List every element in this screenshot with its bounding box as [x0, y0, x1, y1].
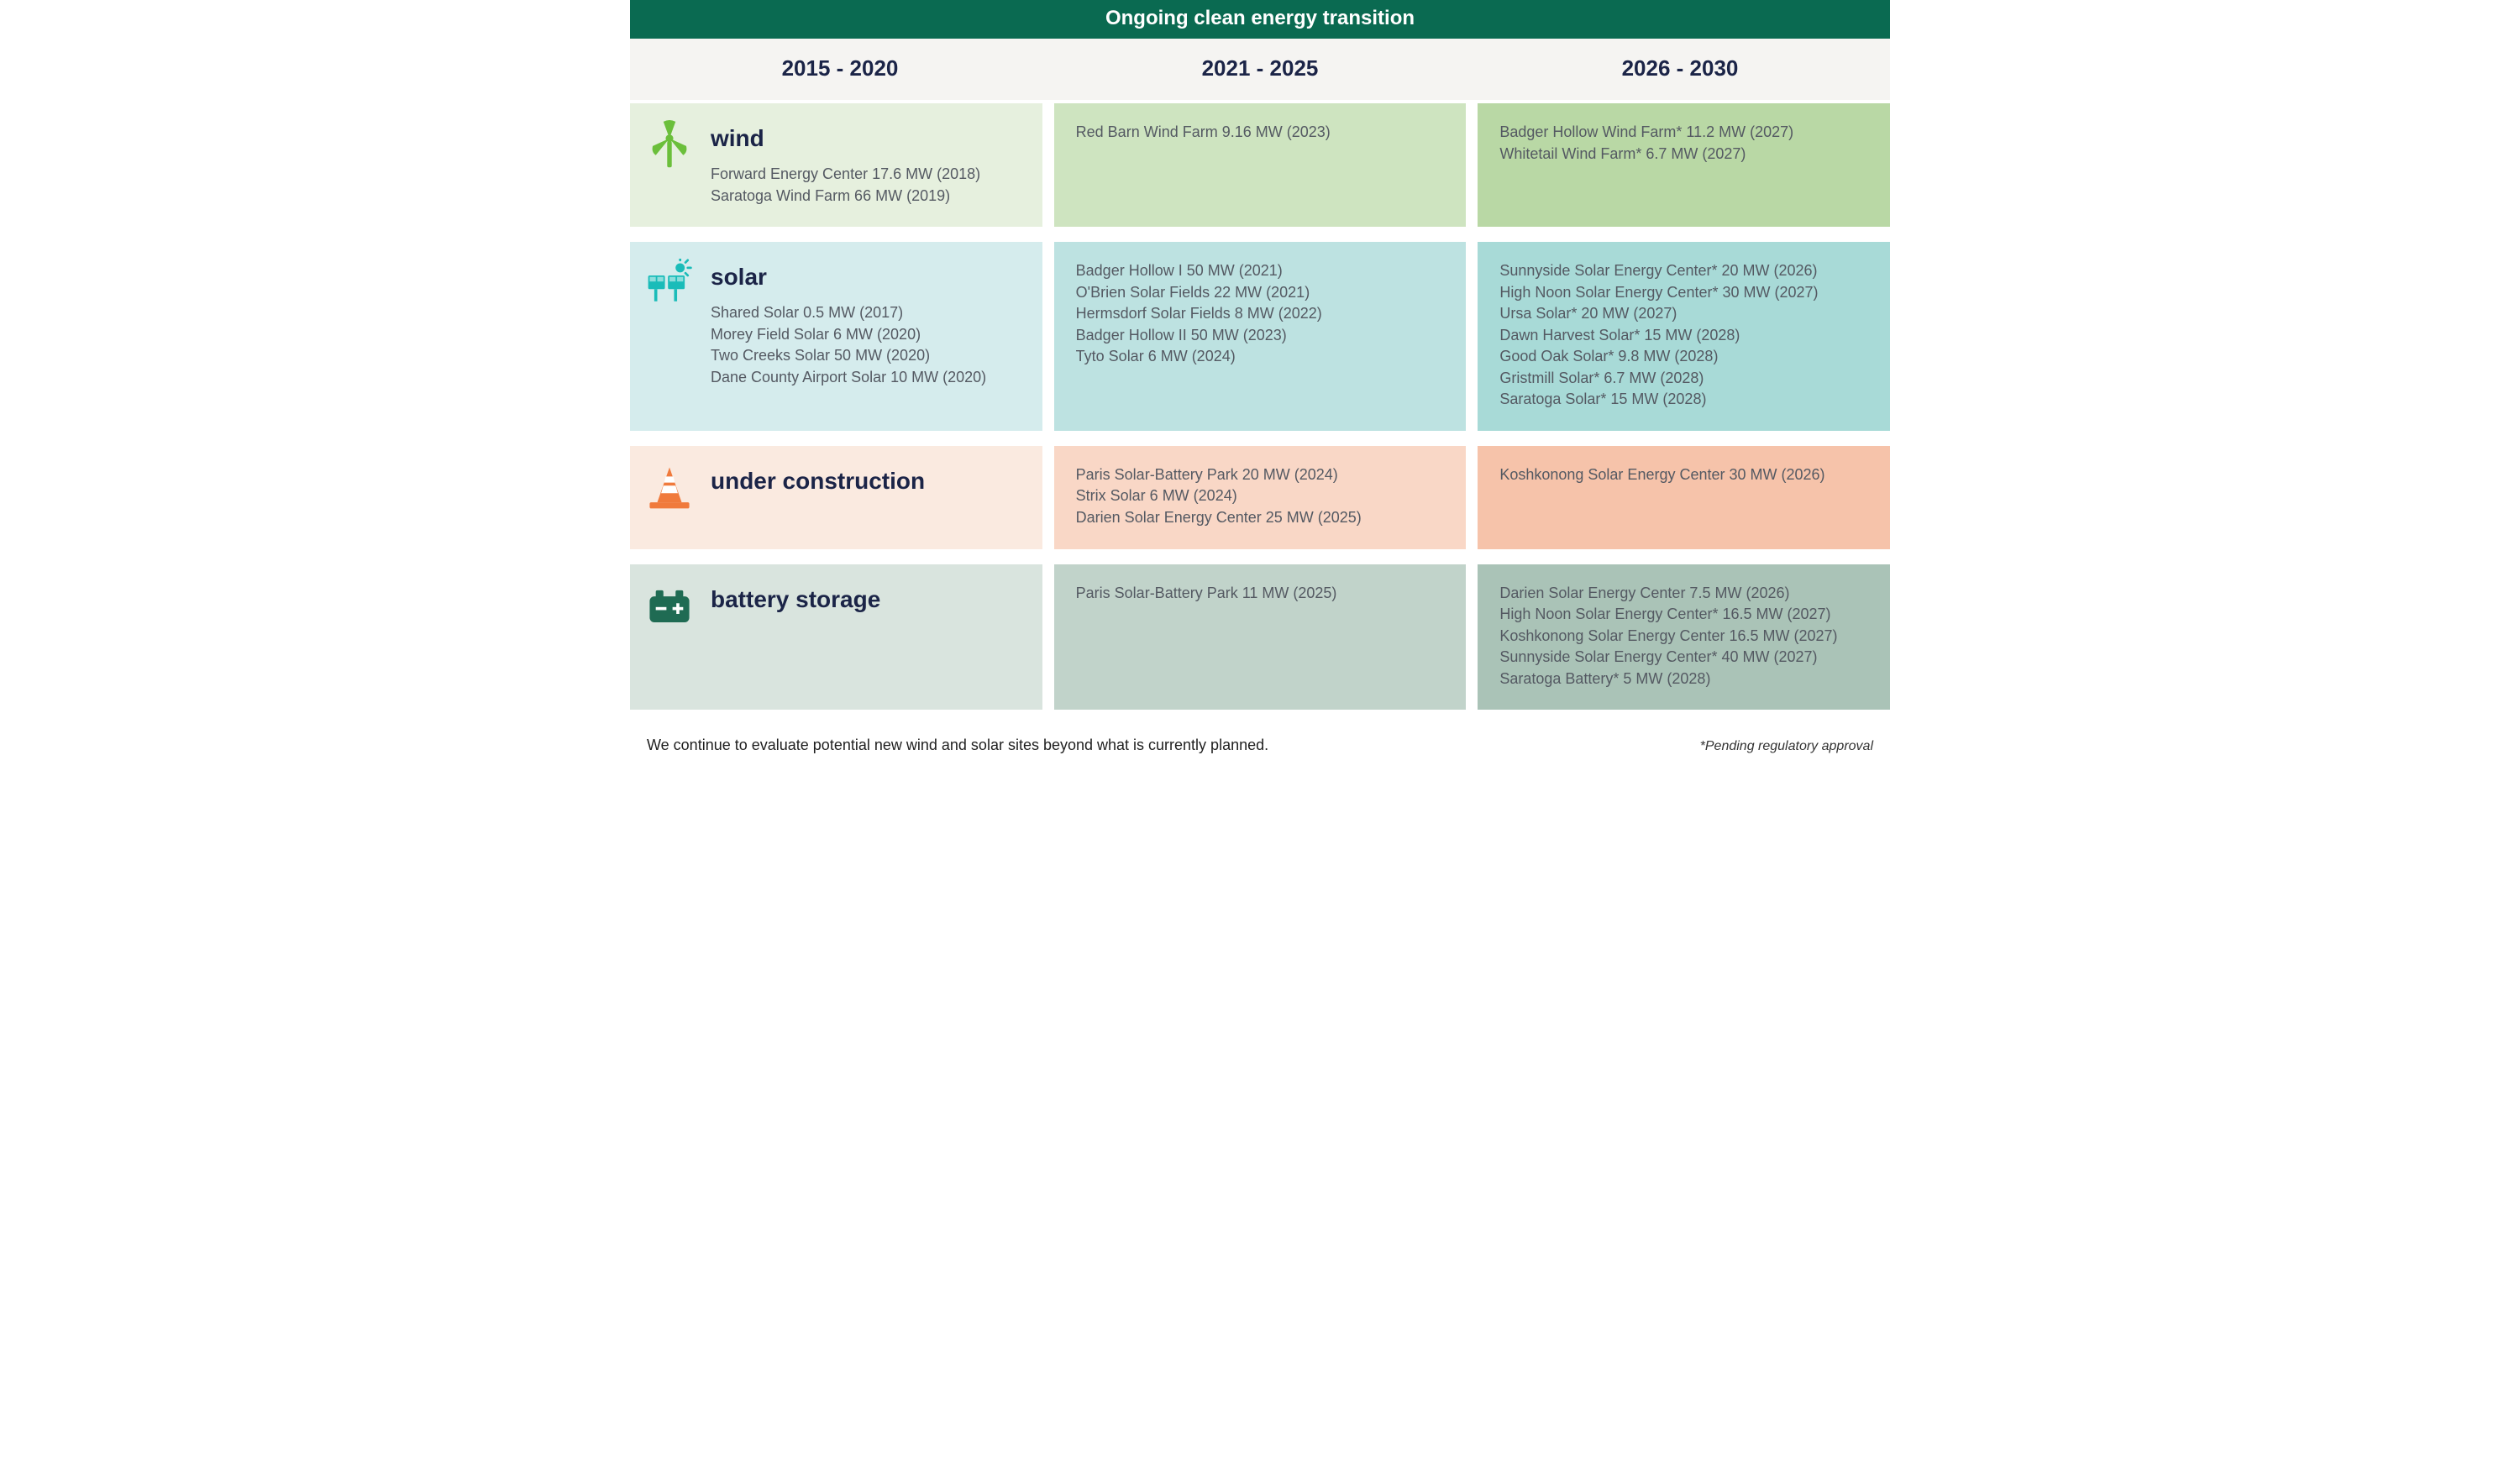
project-item: Koshkonong Solar Energy Center 16.5 MW (…	[1499, 626, 1868, 648]
project-item: Whitetail Wind Farm* 6.7 MW (2027)	[1499, 144, 1868, 165]
project-item: Paris Solar-Battery Park 11 MW (2025)	[1076, 583, 1445, 605]
cell-wind-2: Badger Hollow Wind Farm* 11.2 MW (2027)W…	[1478, 103, 1890, 227]
footer: We continue to evaluate potential new wi…	[630, 725, 1890, 769]
project-item: Forward Energy Center 17.6 MW (2018)	[711, 164, 1021, 186]
energy-transition-table: Ongoing clean energy transition 2015 - 2…	[630, 0, 1890, 769]
project-item: Ursa Solar* 20 MW (2027)	[1499, 303, 1868, 325]
project-item: Sunnyside Solar Energy Center* 20 MW (20…	[1499, 260, 1868, 282]
solar-panel-icon	[645, 259, 694, 307]
category-label-battery: battery storage	[711, 586, 1021, 613]
cell-solar-0: solar Shared Solar 0.5 MW (2017)Morey Fie…	[630, 242, 1042, 431]
cell-battery-1: Paris Solar-Battery Park 11 MW (2025)	[1054, 564, 1467, 711]
project-item: Badger Hollow II 50 MW (2023)	[1076, 325, 1445, 347]
project-item: Dawn Harvest Solar* 15 MW (2028)	[1499, 325, 1868, 347]
row-solar: solar Shared Solar 0.5 MW (2017)Morey Fie…	[630, 242, 1890, 446]
project-item: High Noon Solar Energy Center* 30 MW (20…	[1499, 282, 1868, 304]
cell-solar-2: Sunnyside Solar Energy Center* 20 MW (20…	[1478, 242, 1890, 431]
project-item: Badger Hollow Wind Farm* 11.2 MW (2027)	[1499, 122, 1868, 144]
item-list: Paris Solar-Battery Park 20 MW (2024)Str…	[1076, 464, 1445, 529]
project-item: Saratoga Solar* 15 MW (2028)	[1499, 389, 1868, 411]
item-list: Badger Hollow I 50 MW (2021)O'Brien Sola…	[1076, 260, 1445, 368]
project-item: Good Oak Solar* 9.8 MW (2028)	[1499, 346, 1868, 368]
period-col-3: 2026 - 2030	[1470, 39, 1890, 100]
row-battery: battery storage Paris Solar-Battery Park …	[630, 564, 1890, 726]
item-list: Red Barn Wind Farm 9.16 MW (2023)	[1076, 122, 1445, 144]
traffic-cone-icon	[645, 463, 694, 511]
cell-battery-2: Darien Solar Energy Center 7.5 MW (2026)…	[1478, 564, 1890, 711]
item-list: Koshkonong Solar Energy Center 30 MW (20…	[1499, 464, 1868, 486]
project-item: Saratoga Wind Farm 66 MW (2019)	[711, 186, 1021, 207]
project-item: Koshkonong Solar Energy Center 30 MW (20…	[1499, 464, 1868, 486]
category-label-solar: solar	[711, 264, 1021, 291]
item-list: Shared Solar 0.5 MW (2017)Morey Field So…	[711, 302, 1021, 388]
project-item: Gristmill Solar* 6.7 MW (2028)	[1499, 368, 1868, 390]
item-list: Darien Solar Energy Center 7.5 MW (2026)…	[1499, 583, 1868, 690]
project-item: Red Barn Wind Farm 9.16 MW (2023)	[1076, 122, 1445, 144]
project-item: Dane County Airport Solar 10 MW (2020)	[711, 367, 1021, 389]
project-item: O'Brien Solar Fields 22 MW (2021)	[1076, 282, 1445, 304]
cell-wind-1: Red Barn Wind Farm 9.16 MW (2023)	[1054, 103, 1467, 227]
wind-turbine-icon	[645, 120, 694, 169]
period-header-row: 2015 - 2020 2021 - 2025 2026 - 2030	[630, 39, 1890, 103]
period-col-1: 2015 - 2020	[630, 39, 1050, 100]
item-list: Forward Energy Center 17.6 MW (2018)Sara…	[711, 164, 1021, 207]
project-item: Morey Field Solar 6 MW (2020)	[711, 324, 1021, 346]
cell-under_construction-2: Koshkonong Solar Energy Center 30 MW (20…	[1478, 446, 1890, 549]
page-title: Ongoing clean energy transition	[630, 0, 1890, 39]
item-list: Paris Solar-Battery Park 11 MW (2025)	[1076, 583, 1445, 605]
category-label-under_construction: under construction	[711, 468, 1021, 495]
cell-solar-1: Badger Hollow I 50 MW (2021)O'Brien Sola…	[1054, 242, 1467, 431]
project-item: Two Creeks Solar 50 MW (2020)	[711, 345, 1021, 367]
project-item: Badger Hollow I 50 MW (2021)	[1076, 260, 1445, 282]
cell-under_construction-0: under construction	[630, 446, 1042, 549]
project-item: Shared Solar 0.5 MW (2017)	[711, 302, 1021, 324]
project-item: Darien Solar Energy Center 25 MW (2025)	[1076, 507, 1445, 529]
project-item: Strix Solar 6 MW (2024)	[1076, 485, 1445, 507]
project-item: Hermsdorf Solar Fields 8 MW (2022)	[1076, 303, 1445, 325]
item-list: Badger Hollow Wind Farm* 11.2 MW (2027)W…	[1499, 122, 1868, 165]
cell-wind-0: wind Forward Energy Center 17.6 MW (2018)…	[630, 103, 1042, 227]
cell-battery-0: battery storage	[630, 564, 1042, 711]
project-item: Saratoga Battery* 5 MW (2028)	[1499, 669, 1868, 690]
category-rows: wind Forward Energy Center 17.6 MW (2018)…	[630, 103, 1890, 725]
project-item: High Noon Solar Energy Center* 16.5 MW (…	[1499, 604, 1868, 626]
project-item: Tyto Solar 6 MW (2024)	[1076, 346, 1445, 368]
row-wind: wind Forward Energy Center 17.6 MW (2018)…	[630, 103, 1890, 242]
project-item: Paris Solar-Battery Park 20 MW (2024)	[1076, 464, 1445, 486]
project-item: Sunnyside Solar Energy Center* 40 MW (20…	[1499, 647, 1868, 669]
item-list: Sunnyside Solar Energy Center* 20 MW (20…	[1499, 260, 1868, 411]
row-under_construction: under construction Paris Solar-Battery Pa…	[630, 446, 1890, 564]
period-col-2: 2021 - 2025	[1050, 39, 1470, 100]
project-item: Darien Solar Energy Center 7.5 MW (2026)	[1499, 583, 1868, 605]
footer-footnote: *Pending regulatory approval	[1700, 739, 1873, 754]
battery-icon	[645, 581, 694, 630]
footer-note: We continue to evaluate potential new wi…	[647, 737, 1268, 754]
cell-under_construction-1: Paris Solar-Battery Park 20 MW (2024)Str…	[1054, 446, 1467, 549]
category-label-wind: wind	[711, 125, 1021, 152]
